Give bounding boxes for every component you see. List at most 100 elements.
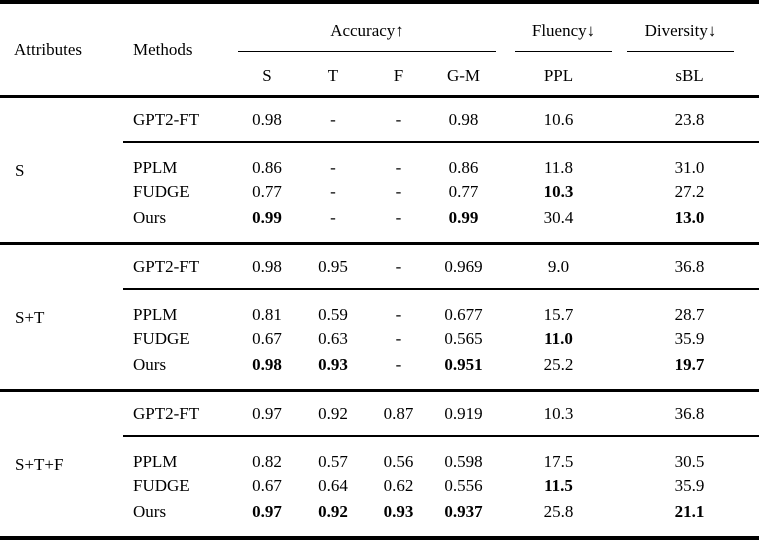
value-cell: 0.565 bbox=[444, 329, 483, 348]
value-cell: 0.93 bbox=[299, 351, 367, 392]
value-cell: 36.8 bbox=[620, 243, 759, 290]
value-cell: 0.598 bbox=[444, 452, 483, 471]
value-cell: 0.92 bbox=[299, 498, 367, 540]
table-row: FUDGE 0.67 0.64 0.62 0.556 11.5 35.9 bbox=[0, 473, 759, 498]
value-cell: 11.0 bbox=[544, 329, 573, 348]
value-cell: 10.6 bbox=[497, 96, 620, 143]
value-cell: 0.97 bbox=[235, 390, 299, 437]
value-cell: 0.81 bbox=[252, 305, 282, 324]
col-header-s: S bbox=[235, 52, 299, 98]
method-cell: FUDGE bbox=[133, 182, 190, 201]
value-cell: 0.77 bbox=[448, 182, 479, 201]
value-cell: 15.7 bbox=[543, 305, 574, 324]
col-group-diversity: Diversity↓ bbox=[620, 2, 759, 52]
col-header-f: F bbox=[367, 52, 430, 98]
col-header-gm: G-M bbox=[430, 52, 497, 98]
value-cell: 0.99 bbox=[430, 204, 497, 245]
value-cell: - bbox=[367, 204, 430, 245]
value-cell: 0.59 bbox=[318, 305, 348, 324]
attribute-cell: S+T bbox=[0, 243, 123, 392]
value-cell: 0.97 bbox=[235, 498, 299, 540]
method-cell: Ours bbox=[123, 204, 235, 245]
table-row: PPLM 0.81 0.59 - 0.677 15.7 28.7 bbox=[0, 289, 759, 326]
value-cell: 0.93 bbox=[367, 498, 430, 540]
attribute-cell: S bbox=[0, 96, 123, 245]
value-cell: 0.62 bbox=[383, 476, 414, 495]
col-group-accuracy: Accuracy↑ bbox=[235, 2, 497, 52]
value-cell: 25.8 bbox=[497, 498, 620, 540]
method-cell: FUDGE bbox=[133, 476, 190, 495]
value-cell: 30.5 bbox=[674, 452, 705, 471]
value-cell: 0.86 bbox=[448, 158, 479, 177]
table-row: S+T+F GPT2-FT 0.97 0.92 0.87 0.919 10.3 36.8 bbox=[0, 390, 759, 540]
table-row: PPLM 0.82 0.57 0.56 0.598 17.5 30.5 bbox=[0, 436, 759, 473]
value-cell: 13.0 bbox=[620, 204, 759, 245]
value-cell: - bbox=[395, 182, 402, 201]
value-cell: 0.556 bbox=[444, 476, 483, 495]
table-row: S GPT2-FT 0.98- -0.98 10.6 23.8 bbox=[0, 96, 759, 245]
accuracy-group-label: Accuracy↑ bbox=[238, 18, 496, 52]
table-body: S GPT2-FT 0.98- -0.98 10.6 23.8 PPLM 0.86- -0.86… bbox=[0, 96, 759, 540]
value-cell: 17.5 bbox=[543, 452, 574, 471]
value-cell: 0.67 bbox=[252, 476, 282, 495]
value-cell: 0.95 bbox=[299, 243, 367, 290]
value-cell: 0.951 bbox=[430, 351, 497, 392]
value-cell: 35.9 bbox=[674, 329, 705, 348]
value-cell: 0.87 bbox=[367, 390, 430, 437]
value-cell: 11.8 bbox=[543, 158, 574, 177]
value-cell: 0.99 bbox=[235, 204, 299, 245]
value-cell: 0.67 bbox=[252, 329, 282, 348]
method-cell: Ours bbox=[123, 351, 235, 392]
value-cell: 10.3 bbox=[497, 390, 620, 437]
header-group-row: Attributes Methods Accuracy↑ Fluency↓ Di… bbox=[0, 2, 759, 98]
table-row: FUDGE 0.77 - - 0.77 10.3 27.2 bbox=[0, 179, 759, 204]
value-cell: - bbox=[299, 204, 367, 245]
value-cell: 36.8 bbox=[620, 390, 759, 437]
col-header-t: T bbox=[299, 52, 367, 98]
value-cell: - bbox=[367, 243, 430, 290]
value-cell: 0.56 bbox=[383, 452, 414, 471]
table-row: PPLM 0.86 - - 0.86 11.8 31.0 bbox=[0, 142, 759, 179]
fluency-group-label: Fluency↓ bbox=[515, 18, 612, 52]
method-cell: FUDGE bbox=[133, 329, 190, 348]
value-cell: 0.77 bbox=[252, 182, 282, 201]
value-cell: 0.677 bbox=[444, 305, 483, 324]
attribute-cell: S+T+F bbox=[0, 390, 123, 540]
value-cell: 19.7 bbox=[620, 351, 759, 392]
col-header-attributes: Attributes bbox=[0, 2, 123, 98]
table-row: FUDGE 0.67 0.63 - 0.565 11.0 35.9 bbox=[0, 326, 759, 351]
header-subcol-row: S T F G-M PPL sBL bbox=[0, 52, 759, 98]
diversity-group-label: Diversity↓ bbox=[627, 18, 734, 52]
value-cell: 0.86 bbox=[252, 158, 282, 177]
table-row: Ours 0.97 0.92 0.93 0.937 25.8 21.1 bbox=[0, 498, 759, 540]
col-header-methods: Methods bbox=[123, 2, 235, 98]
value-cell: - bbox=[367, 96, 430, 143]
method-cell: GPT2-FT bbox=[123, 96, 235, 143]
col-group-fluency: Fluency↓ bbox=[497, 2, 620, 52]
value-cell: 30.4 bbox=[497, 204, 620, 245]
table-row: S+T GPT2-FT 0.98 0.95-0.969 9.0 36.8 bbox=[0, 243, 759, 392]
value-cell: 27.2 bbox=[674, 182, 705, 201]
value-cell: - bbox=[395, 329, 402, 348]
value-cell: 0.98 bbox=[235, 96, 299, 143]
value-cell: 10.3 bbox=[543, 182, 574, 201]
value-cell: - bbox=[395, 305, 402, 324]
table-header: Attributes Methods Accuracy↑ Fluency↓ Di… bbox=[0, 2, 759, 98]
value-cell: 0.937 bbox=[430, 498, 497, 540]
value-cell: 0.98 bbox=[235, 351, 299, 392]
value-cell: - bbox=[367, 351, 430, 392]
table-row: Ours 0.98 0.93-0.951 25.2 19.7 bbox=[0, 351, 759, 392]
value-cell: 0.64 bbox=[318, 476, 348, 495]
value-cell: 0.82 bbox=[252, 452, 282, 471]
method-cell: Ours bbox=[123, 498, 235, 540]
value-cell: - bbox=[299, 96, 367, 143]
value-cell: 31.0 bbox=[674, 158, 705, 177]
value-cell: - bbox=[395, 158, 402, 177]
col-header-sbl: sBL bbox=[620, 52, 759, 98]
value-cell: 0.969 bbox=[430, 243, 497, 290]
value-cell: 0.98 bbox=[235, 243, 299, 290]
value-cell: 21.1 bbox=[620, 498, 759, 540]
method-cell: PPLM bbox=[133, 305, 178, 324]
method-cell: GPT2-FT bbox=[123, 243, 235, 290]
